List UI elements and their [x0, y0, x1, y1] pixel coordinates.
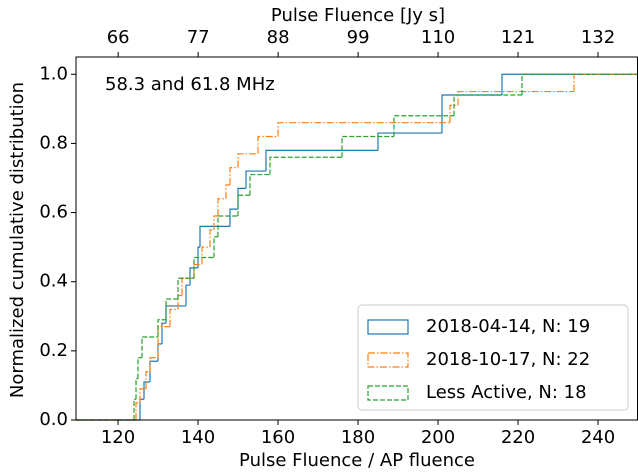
x-tick-label: 160 — [261, 427, 295, 448]
y-tick-label: 0.2 — [39, 340, 68, 361]
step — [157, 326, 170, 358]
step — [521, 73, 638, 96]
step — [169, 308, 178, 327]
step — [145, 371, 150, 389]
x2-tick-label: 66 — [107, 27, 130, 48]
step — [237, 187, 246, 210]
y-tick-label: 0.6 — [39, 202, 68, 223]
x2-tick-label: 77 — [187, 27, 210, 48]
step — [137, 357, 142, 379]
y-axis-label: Normalized cumulative distribution — [7, 82, 28, 398]
step — [201, 246, 210, 265]
x2-axis-label: Pulse Fluence [Jy s] — [271, 5, 445, 26]
step — [165, 305, 186, 324]
x-tick-label: 220 — [501, 427, 535, 448]
step — [213, 215, 218, 230]
x-tick-label: 120 — [101, 427, 135, 448]
x-axis-label: Pulse Fluence / AP fluence — [239, 450, 475, 471]
step — [185, 284, 190, 306]
step — [209, 229, 214, 248]
x2-tick-label: 110 — [421, 27, 455, 48]
x2-tick-label: 121 — [501, 27, 535, 48]
x-tick-label: 140 — [181, 427, 215, 448]
x-tick-label: 240 — [581, 427, 615, 448]
step — [229, 167, 238, 185]
step — [197, 246, 200, 268]
step — [449, 104, 458, 123]
y-tick-label: 1.0 — [39, 63, 68, 84]
step — [457, 90, 574, 106]
step — [199, 225, 230, 248]
series-line — [76, 73, 638, 421]
step — [165, 298, 178, 320]
y-tick-label: 0.4 — [39, 271, 68, 292]
step — [139, 388, 146, 403]
x-tick-label: 180 — [341, 427, 375, 448]
step — [135, 377, 138, 400]
step — [225, 184, 230, 199]
step — [157, 319, 166, 338]
step — [143, 381, 150, 400]
step — [135, 402, 140, 420]
x2-tick-label: 88 — [267, 27, 290, 48]
legend-swatch — [367, 385, 409, 401]
legend-swatch — [367, 319, 409, 335]
annotation: 58.3 and 61.8 MHz — [105, 74, 275, 95]
step — [453, 94, 522, 116]
step — [573, 73, 638, 92]
step — [141, 336, 158, 358]
step — [237, 153, 258, 168]
legend-label: 2018-04-14, N: 19 — [426, 316, 590, 337]
step — [277, 122, 450, 137]
step — [181, 277, 194, 296]
step — [341, 135, 394, 158]
step — [249, 173, 270, 196]
step — [217, 198, 226, 217]
step — [213, 236, 218, 258]
legend-label: Less Active, N: 18 — [426, 382, 587, 403]
step — [393, 115, 454, 137]
step — [441, 94, 502, 134]
step — [377, 132, 442, 151]
step — [149, 360, 158, 382]
step — [161, 322, 166, 344]
step — [265, 149, 378, 172]
step — [133, 398, 136, 420]
step — [177, 277, 194, 299]
x2-tick-label: 99 — [347, 27, 370, 48]
step — [269, 156, 342, 175]
step — [229, 208, 238, 227]
legend-swatch — [367, 352, 409, 368]
legend-label: 2018-10-17, N: 22 — [426, 349, 590, 370]
x2-tick-label: 132 — [581, 27, 615, 48]
step — [245, 170, 266, 189]
y-tick-label: 0.0 — [39, 409, 68, 430]
step — [257, 135, 278, 154]
y-tick-label: 0.8 — [39, 132, 68, 153]
step — [237, 194, 250, 217]
step — [149, 357, 158, 372]
step — [189, 267, 198, 286]
x-tick-label: 200 — [421, 427, 455, 448]
legend-box — [357, 304, 629, 411]
